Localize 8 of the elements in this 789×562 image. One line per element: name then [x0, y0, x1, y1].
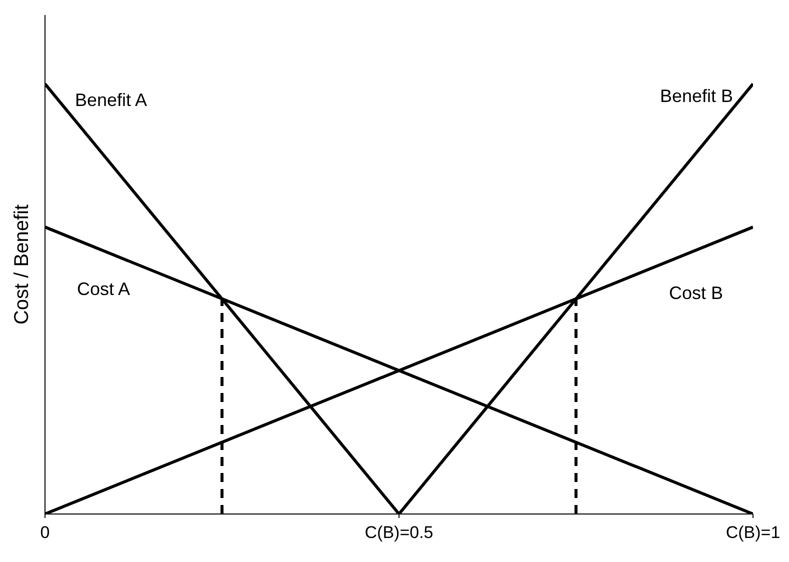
series-label: Cost A [77, 279, 130, 300]
y-axis-title: Cost / Benefit [11, 204, 34, 325]
series-label: Cost B [668, 283, 723, 304]
x-tick-label: C(B)=1 [726, 523, 780, 542]
x-tick-label: 0 [40, 523, 50, 542]
series-label: Benefit A [75, 90, 148, 110]
x-tick-label: C(B)=0.5 [364, 523, 434, 542]
series-label: Benefit B [660, 86, 733, 106]
